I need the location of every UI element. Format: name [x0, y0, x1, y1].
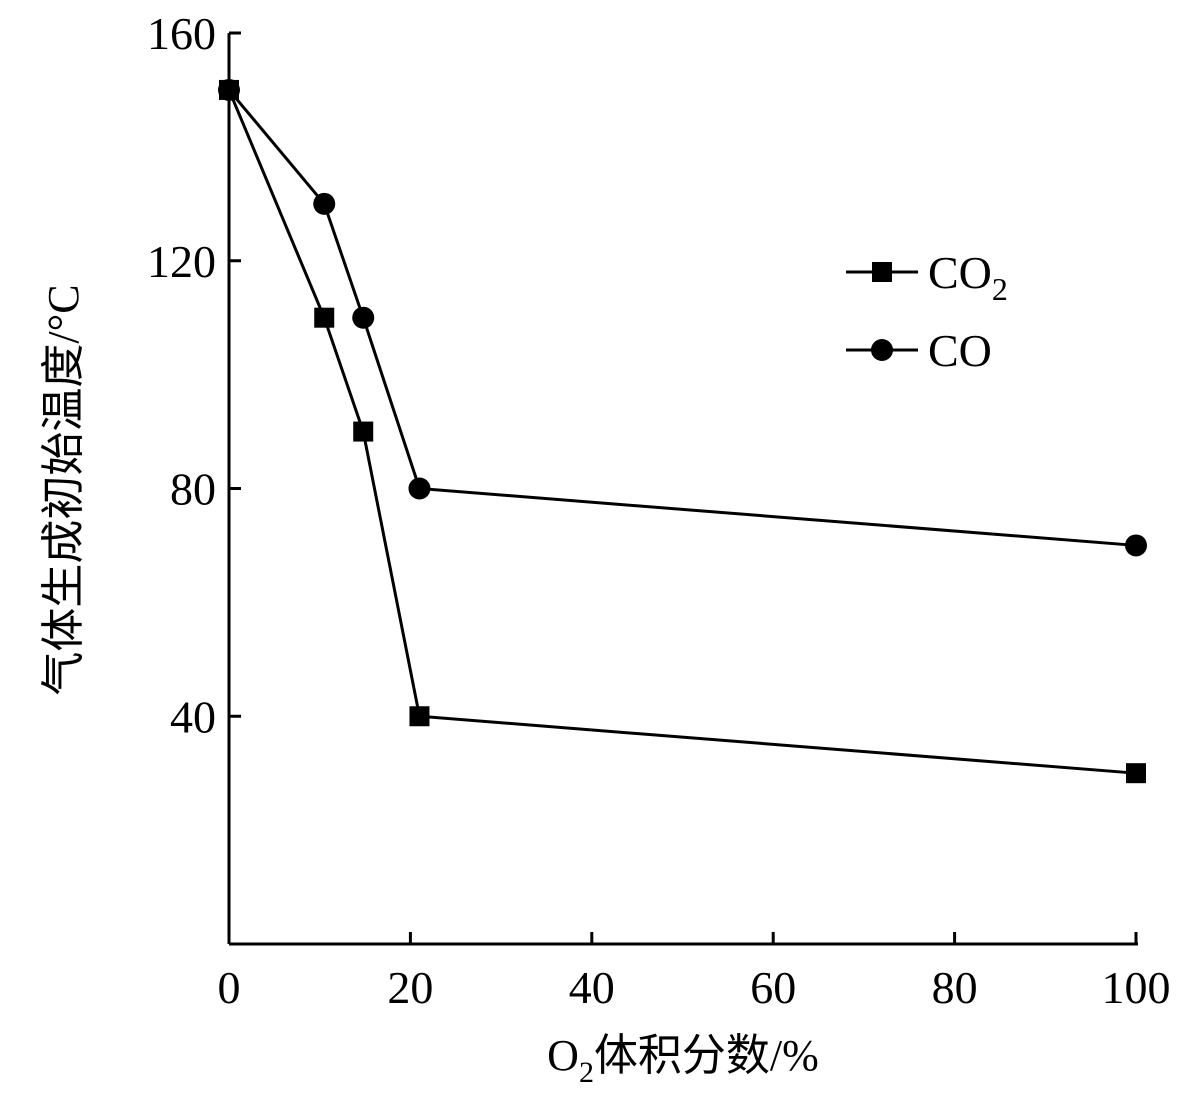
series-0	[219, 79, 1146, 784]
data-point-circle	[408, 477, 431, 500]
x-tick-label: 60	[750, 962, 796, 1013]
legend-marker-square	[872, 262, 892, 282]
legend-label: CO2	[928, 247, 1008, 307]
y-axis-title: 气体生成初始温度/°C	[39, 284, 88, 695]
legend-item: CO2	[846, 247, 1008, 307]
legend-label-subscript: 2	[992, 271, 1008, 307]
legend-label: CO	[928, 325, 992, 376]
data-point-circle	[218, 78, 240, 101]
legend-label-main: CO	[928, 247, 992, 298]
x-axis-title-subscript: 2	[579, 1056, 594, 1089]
data-point-circle	[352, 306, 375, 329]
ticks: 0 20 40 60 80 100 40 80 120 160	[147, 8, 1171, 1013]
y-tick-label: 160	[147, 8, 216, 59]
data-point-square	[314, 307, 335, 328]
y-tick-label: 120	[147, 236, 216, 287]
legend-label-main: CO	[928, 325, 992, 376]
x-axis-title-rest: 体积分数/%	[594, 1031, 819, 1080]
y-tick-label: 40	[170, 691, 216, 742]
data-point-circle	[313, 192, 336, 215]
x-tick-label: 80	[932, 962, 978, 1013]
data-point-square	[1126, 763, 1146, 784]
y-tick-label: 80	[170, 464, 216, 515]
x-tick-label: 40	[569, 962, 615, 1013]
x-axis-title: O2体积分数/%	[547, 1031, 819, 1089]
legend-item: CO	[846, 325, 992, 376]
data-point-square	[353, 421, 374, 442]
x-tick-label: 100	[1102, 962, 1171, 1013]
x-axis-title-main: O	[547, 1031, 579, 1080]
data-point-circle	[1125, 534, 1147, 557]
x-tick-label: 20	[387, 962, 433, 1013]
series-1	[218, 78, 1147, 557]
data-point-square	[409, 706, 430, 727]
legend-marker-circle	[871, 339, 893, 361]
series-layer	[218, 78, 1147, 784]
x-tick-label: 0	[218, 962, 241, 1013]
axes	[227, 33, 1138, 946]
